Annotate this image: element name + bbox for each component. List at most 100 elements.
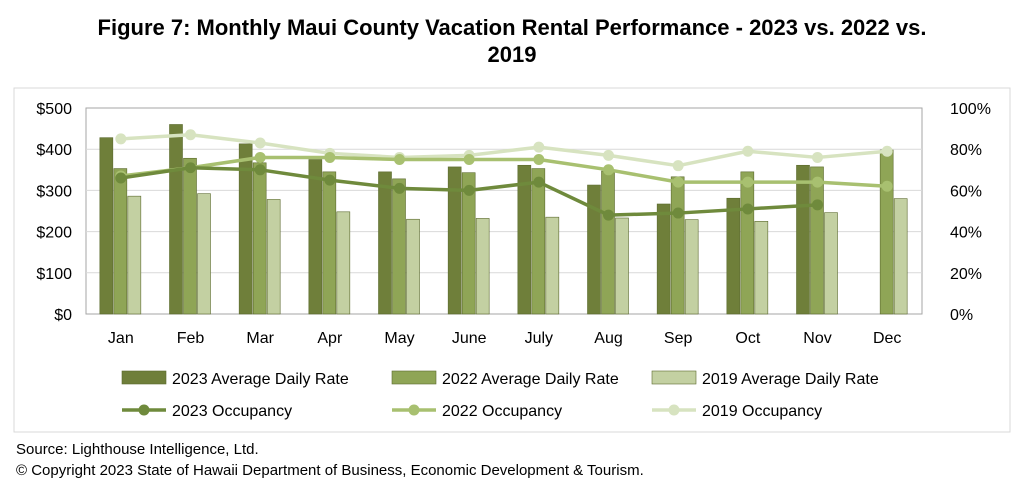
- bar: [893, 198, 908, 315]
- x-tick-label: Nov: [803, 330, 831, 347]
- occupancy-point: [185, 129, 196, 141]
- bar: [336, 211, 351, 315]
- occupancy-point: [324, 151, 336, 163]
- occupancy-point: [672, 207, 684, 219]
- legend-label: 2019 Occupancy: [702, 403, 822, 420]
- bar: [252, 162, 267, 315]
- bar: [183, 157, 197, 315]
- copyright-note: © Copyright 2023 State of Hawaii Departm…: [16, 462, 644, 479]
- occupancy-point: [185, 162, 196, 174]
- y-left-tick-label: $0: [54, 307, 72, 324]
- y-right-tick-label: 60%: [950, 183, 982, 200]
- bar: [656, 203, 671, 315]
- occupancy-line: [120, 133, 888, 168]
- legend-swatch: [121, 370, 167, 385]
- bar: [406, 218, 420, 315]
- occupancy-point: [115, 172, 127, 184]
- occupancy-point: [394, 182, 405, 194]
- bar: [266, 199, 281, 315]
- bar: [754, 221, 769, 315]
- y-right-tick-label: 40%: [950, 225, 982, 242]
- occupancy-point: [254, 164, 266, 176]
- x-tick-label: June: [452, 330, 487, 347]
- legend-swatch: [391, 370, 437, 385]
- y-left-tick-label: $400: [36, 142, 72, 159]
- bar: [447, 166, 462, 315]
- bar: [796, 164, 810, 315]
- bar: [601, 170, 615, 315]
- bar: [726, 197, 741, 315]
- occupancy-point: [324, 174, 336, 186]
- x-tick-label: Sep: [664, 330, 693, 347]
- bar: [670, 176, 685, 315]
- y-left-tick-label: $500: [36, 101, 72, 118]
- occupancy-point: [254, 151, 266, 163]
- bar: [392, 178, 406, 315]
- y-right-tick-label: 100%: [950, 101, 991, 118]
- lines-layer: [115, 129, 893, 221]
- x-tick-label: Dec: [873, 330, 901, 347]
- bar: [545, 216, 560, 315]
- x-tick-label: Oct: [735, 330, 760, 347]
- y-right-tick-label: 0%: [950, 307, 973, 324]
- bar: [113, 168, 128, 315]
- source-note: Source: Lighthouse Intelligence, Ltd.: [16, 441, 259, 458]
- legend-label: 2022 Occupancy: [442, 403, 562, 420]
- occupancy-point: [533, 141, 545, 153]
- axes-layer: $0 $100 $200 $300 $400 $500 0% 20% 40% 60% 80% 100%…: [36, 101, 991, 347]
- bar: [824, 212, 838, 315]
- occupancy-point: [254, 137, 266, 149]
- legend-label: 2022 Average Daily Rate: [442, 371, 619, 388]
- chart-title: Figure 7: Monthly Maui County Vacation R…: [0, 14, 1024, 68]
- occupancy-point: [115, 133, 127, 145]
- bar: [879, 149, 894, 315]
- occupancy-point: [603, 164, 614, 176]
- bar: [238, 143, 253, 315]
- occupancy-point: [672, 160, 684, 172]
- occupancy-point: [394, 154, 405, 165]
- y-left-tick-label: $300: [36, 183, 72, 200]
- occupancy-point: [812, 151, 823, 163]
- legend-label: 2023 Average Daily Rate: [172, 371, 349, 388]
- bar: [461, 172, 476, 315]
- bar: [475, 218, 490, 315]
- bar: [127, 195, 142, 315]
- bar: [531, 168, 546, 315]
- bar: [587, 184, 601, 315]
- legend-marker: [138, 404, 150, 416]
- gridlines: [86, 148, 922, 274]
- x-tick-label: Apr: [317, 330, 343, 347]
- bars-layer: [99, 124, 908, 315]
- y-right-tick-label: 20%: [950, 266, 982, 283]
- legend-label: 2019 Average Daily Rate: [702, 371, 879, 388]
- bar: [99, 137, 114, 315]
- bar: [684, 219, 699, 315]
- chart-title-line2: 2019: [487, 42, 537, 67]
- x-tick-label: Jan: [108, 330, 134, 347]
- y-right-tick-label: 80%: [950, 142, 982, 159]
- x-tick-label: Mar: [246, 330, 274, 347]
- plot-area-border: [85, 107, 923, 315]
- occupancy-point: [533, 176, 545, 188]
- bar: [517, 164, 532, 315]
- occupancy-point: [603, 149, 614, 161]
- legend: 2023 Average Daily Rate 2022 Average Dail…: [121, 370, 879, 420]
- bar: [615, 217, 629, 315]
- occupancy-point: [603, 209, 614, 221]
- y-left-tick-label: $200: [36, 225, 72, 242]
- legend-marker: [668, 404, 680, 416]
- bar: [810, 166, 824, 315]
- bar: [197, 193, 211, 315]
- bar: [322, 171, 337, 315]
- occupancy-point: [812, 176, 823, 188]
- occupancy-point: [742, 203, 754, 215]
- x-tick-label: May: [384, 330, 414, 347]
- occupancy-point: [463, 154, 475, 165]
- bar: [740, 171, 755, 315]
- x-tick-label: July: [525, 330, 553, 347]
- occupancy-point: [463, 184, 475, 196]
- x-tick-label: Aug: [594, 330, 622, 347]
- bar: [378, 171, 392, 315]
- bar: [169, 124, 183, 315]
- chart-title-line1: Figure 7: Monthly Maui County Vacation R…: [97, 15, 927, 40]
